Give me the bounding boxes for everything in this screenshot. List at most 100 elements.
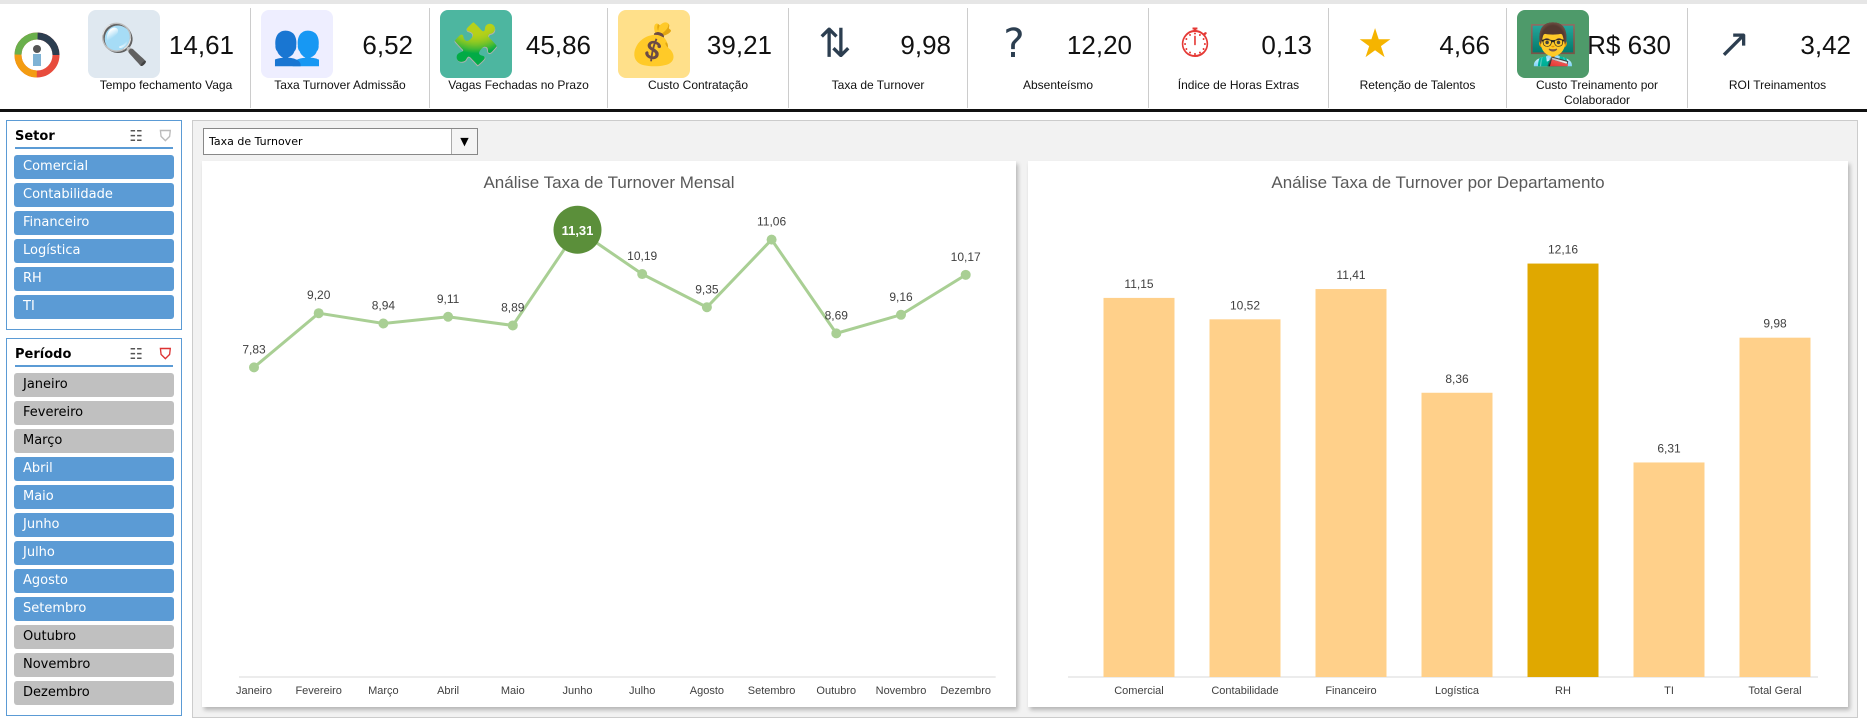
x-tick-label: Financeiro	[1325, 685, 1376, 697]
kpi-value: 3,42	[1800, 30, 1851, 60]
periodo-item[interactable]: Dezembro	[14, 681, 174, 705]
bar	[1315, 289, 1387, 677]
periodo-item[interactable]: Janeiro	[14, 373, 174, 397]
bar	[1209, 319, 1281, 677]
data-label: 6,31	[1657, 441, 1681, 455]
data-label: 8,36	[1445, 372, 1469, 386]
kpi-label: Custo Contratação	[647, 78, 749, 92]
kpi-value: 45,86	[525, 30, 591, 60]
monthly-turnover-line-chart: Análise Taxa de Turnover Mensal 7,83 Janei…	[236, 173, 996, 697]
money-growth-icon: ↗	[1698, 10, 1770, 78]
coins-icon: 💰	[618, 10, 690, 78]
data-point	[313, 308, 324, 319]
kpi-label: Taxa de Turnover	[831, 78, 925, 92]
bar-chart-card: Análise Taxa de Turnover por Departament…	[1028, 161, 1848, 707]
multi-select-icon[interactable]: ☷	[129, 345, 143, 363]
kpi-label: Índice de Horas Extras	[1177, 78, 1300, 92]
multi-select-icon[interactable]: ☷	[129, 127, 143, 145]
bar	[1527, 263, 1599, 677]
data-label: 7,83	[242, 342, 266, 356]
kpi-value: 12,20	[1066, 30, 1132, 60]
x-tick-label: Dezembro	[940, 685, 991, 697]
kpi-card: ? 12,20 Absenteísmo	[967, 8, 1148, 108]
kpi-label: Retenção de Talentos	[1359, 78, 1476, 92]
periodo-item[interactable]: Setembro	[14, 597, 174, 621]
periodo-item[interactable]: Outubro	[14, 625, 174, 649]
setor-item[interactable]: Logística	[14, 239, 174, 263]
data-point	[507, 320, 518, 331]
chart-title: Análise Taxa de Turnover Mensal	[483, 173, 734, 192]
x-tick-label: Julho	[629, 685, 655, 697]
periodo-item[interactable]: Novembro	[14, 653, 174, 677]
x-tick-label: Agosto	[690, 685, 724, 697]
kpi-value: R$ 630	[1587, 30, 1671, 60]
x-tick-label: Março	[368, 685, 399, 697]
data-label: 10,17	[951, 250, 981, 264]
periodo-item[interactable]: Julho	[14, 541, 174, 565]
kpi-value: 39,21	[706, 30, 772, 60]
periodo-item[interactable]: Abril	[14, 457, 174, 481]
x-tick-label: Setembro	[748, 685, 796, 697]
bar	[1421, 392, 1493, 677]
line-chart-card: Análise Taxa de Turnover Mensal 7,83 Janei…	[202, 161, 1016, 707]
x-tick-label: Abril	[437, 685, 459, 697]
people-cycle-icon: 👥	[261, 10, 333, 78]
data-point	[766, 234, 777, 245]
chevron-down-icon[interactable]: ▼	[451, 129, 477, 154]
kpi-value: 6,52	[362, 30, 413, 60]
setor-item[interactable]: RH	[14, 267, 174, 291]
kpi-value: 9,98	[900, 30, 951, 60]
stopwatch-plus-icon: ⏱	[1159, 10, 1231, 78]
kpi-header: 🔍 14,61 Tempo fechamento Vaga 👥 6,52 Taxa…	[0, 0, 1867, 112]
kpi-card: 👥 6,52 Taxa Turnover Admissão	[250, 8, 429, 108]
kpi-label: ROI Treinamentos	[1728, 78, 1827, 92]
data-point	[831, 328, 842, 339]
kpi-label: Taxa Turnover Admissão	[274, 78, 406, 92]
data-label: 9,11	[437, 292, 460, 306]
x-tick-label: Comercial	[1114, 685, 1164, 697]
periodo-item[interactable]: Março	[14, 429, 174, 453]
data-label: 12,16	[1548, 243, 1578, 257]
kpi-label: Absenteísmo	[1022, 78, 1094, 92]
clear-filter-icon[interactable]: ⛉	[159, 127, 171, 145]
kpi-label: Vagas Fechadas no Prazo	[448, 78, 589, 92]
data-label: 11,15	[1124, 277, 1153, 291]
highlight-point	[553, 205, 602, 254]
periodo-item[interactable]: Junho	[14, 513, 174, 537]
x-tick-label: Janeiro	[236, 685, 272, 697]
setor-item[interactable]: Comercial	[14, 155, 174, 179]
data-point	[637, 269, 648, 280]
kpi-card: ⇅ 9,98 Taxa de Turnover	[788, 8, 967, 108]
periodo-item[interactable]: Agosto	[14, 569, 174, 593]
setor-slicer: Setor ☷ ⛉ Comercial Contabilidade Financei…	[6, 120, 182, 330]
kpi-card: ↗ 3,42 ROI Treinamentos	[1687, 8, 1867, 108]
puzzle-clock-icon: 🧩	[440, 10, 512, 78]
clear-filter-icon[interactable]: ⛉	[159, 345, 171, 363]
data-label: 8,94	[372, 298, 396, 312]
setor-item[interactable]: Contabilidade	[14, 183, 174, 207]
x-tick-label: Maio	[501, 685, 525, 697]
setor-item[interactable]: TI	[14, 295, 174, 319]
x-tick-label: Novembro	[876, 685, 927, 697]
data-point	[378, 318, 389, 329]
periodo-slicer: Período ☷ ⛉ Janeiro Fevereiro Março Abril Ma…	[6, 338, 182, 716]
periodo-item[interactable]: Maio	[14, 485, 174, 509]
data-label: 10,52	[1230, 298, 1260, 312]
data-label: 10,19	[627, 249, 657, 263]
kpi-card: 👨‍🏫 R$ 630 Custo Treinamento por Colabor…	[1506, 8, 1687, 108]
data-point	[896, 309, 906, 320]
periodo-item[interactable]: Fevereiro	[14, 401, 174, 425]
kpi-card: ⏱ 0,13 Índice de Horas Extras	[1148, 8, 1328, 108]
setor-item[interactable]: Financeiro	[14, 211, 174, 235]
kpi-value: 4,66	[1439, 30, 1490, 60]
setor-slicer-title: Setor	[15, 129, 55, 144]
data-label: 11,41	[1336, 268, 1365, 282]
hr-cycle-logo-icon	[14, 32, 60, 78]
metric-dropdown[interactable]: Taxa de Turnover ▼	[203, 128, 478, 155]
data-label: 8,69	[825, 308, 849, 322]
kpi-card: 🧩 45,86 Vagas Fechadas no Prazo	[429, 8, 607, 108]
data-label: 8,89	[501, 300, 525, 314]
department-turnover-bar-chart: Análise Taxa de Turnover por Departament…	[1068, 173, 1818, 697]
data-label: 11,31	[562, 223, 594, 238]
metric-dropdown-value: Taxa de Turnover	[209, 135, 303, 148]
